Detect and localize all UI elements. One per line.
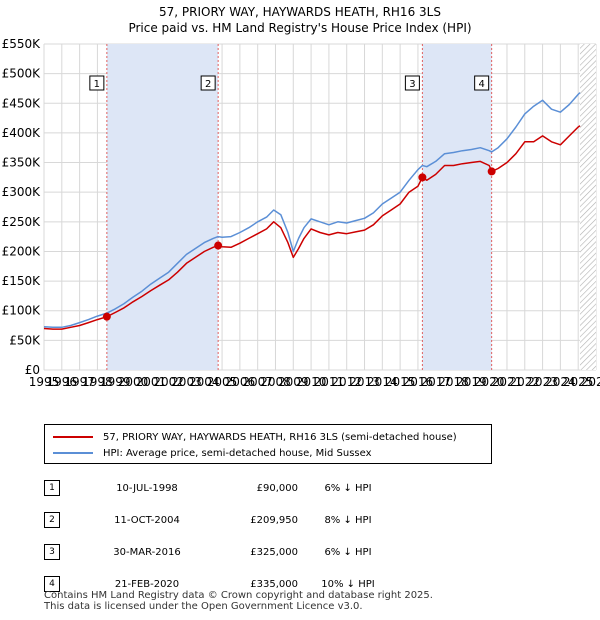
- x-tick-label: 2019: [456, 375, 487, 389]
- legend-hpi-line: [53, 452, 93, 454]
- x-tick-label: 2023: [527, 375, 558, 389]
- sale-price: £325,000: [250, 546, 298, 558]
- x-tick-label: 1999: [100, 375, 131, 389]
- y-tick-label: £50K: [9, 333, 41, 347]
- x-tick-label: 2015: [385, 375, 416, 389]
- sale-number: 1: [44, 472, 92, 504]
- y-tick-label: £300K: [2, 185, 42, 199]
- sale-number-badge: 3: [44, 544, 60, 560]
- x-tick-label: 2016: [403, 375, 434, 389]
- sale-number: 3: [44, 536, 92, 568]
- x-tick-label: 2017: [420, 375, 451, 389]
- x-tick-label: 1997: [64, 375, 95, 389]
- x-tick-label: 1995: [29, 375, 60, 389]
- x-tick-label: 1998: [82, 375, 113, 389]
- x-tick-label: 2000: [118, 375, 149, 389]
- footer-copyright: Contains HM Land Registry data © Crown c…: [44, 590, 433, 601]
- legend-property-line: [53, 436, 93, 438]
- sale-1-label: 1: [94, 79, 100, 90]
- sale-row: 4 21-FEB-2020 £335,000 10% ↓ HPI: [44, 568, 398, 600]
- sale-hpi-delta: 8% ↓ HPI: [324, 514, 372, 526]
- sale-price: £209,950: [250, 514, 298, 526]
- sale-date: 10-JUL-1998: [116, 482, 178, 494]
- sales-table: 1 10-JUL-1998 £90,000 6% ↓ HPI 2 11-OCT-2004 £…: [44, 472, 398, 600]
- x-tick-label: 2025: [563, 375, 594, 389]
- x-tick-label: 2005: [207, 375, 238, 389]
- sale-2-point: [214, 241, 223, 250]
- y-tick-label: £350K: [2, 156, 42, 170]
- sale-row: 2 11-OCT-2004 £209,950 8% ↓ HPI: [44, 504, 398, 536]
- sale-number-badge: 1: [44, 480, 60, 496]
- legend: 57, PRIORY WAY, HAYWARDS HEATH, RH16 3LS…: [44, 424, 492, 464]
- sale-row: 3 30-MAR-2016 £325,000 6% ↓ HPI: [44, 536, 398, 568]
- x-tick-label: 1996: [47, 375, 78, 389]
- sale-3-label-box: [404, 75, 420, 91]
- sale-row: 1 10-JUL-1998 £90,000 6% ↓ HPI: [44, 472, 398, 504]
- x-tick-label: 2022: [510, 375, 541, 389]
- sale-2-label-box: [200, 75, 216, 91]
- y-tick-label: £200K: [2, 244, 42, 258]
- sale-3-label: 3: [409, 79, 415, 90]
- x-tick-label: 2006: [225, 375, 256, 389]
- x-tick-label: 2001: [136, 375, 167, 389]
- ownership-period-shade: [106, 44, 219, 370]
- sale-hpi-delta: 6% ↓ HPI: [324, 482, 372, 494]
- sale-number: 4: [44, 568, 92, 600]
- x-tick-label: 2020: [474, 375, 505, 389]
- x-tick-label: 2024: [545, 375, 576, 389]
- sale-date: 11-OCT-2004: [114, 514, 180, 526]
- x-tick-label: 2007: [242, 375, 273, 389]
- sale-2-label: 2: [205, 79, 211, 90]
- y-tick-label: £0: [25, 363, 40, 377]
- sale-number: 2: [44, 504, 92, 536]
- y-tick-label: £250K: [2, 215, 42, 229]
- footer: Contains HM Land Registry data © Crown c…: [44, 590, 433, 612]
- y-tick-label: £400K: [2, 126, 42, 140]
- sale-4-label: 4: [478, 79, 484, 90]
- x-tick-label: 2011: [314, 375, 345, 389]
- x-tick-label: 2008: [260, 375, 291, 389]
- hpi-line: [43, 92, 581, 329]
- x-tick-label: 2004: [189, 375, 220, 389]
- y-tick-label: £150K: [2, 274, 42, 288]
- x-tick-label: 2026: [581, 375, 600, 389]
- x-tick-label: 2012: [331, 375, 362, 389]
- sale-price: £90,000: [256, 482, 298, 494]
- price-chart: 1 2 3 4 £0 £50K £100K £150K £200K £250K £300K £350…: [2, 37, 600, 389]
- x-tick-label: 2018: [438, 375, 469, 389]
- x-tick-label: 2014: [367, 375, 398, 389]
- sale-hpi-delta: 10% ↓ HPI: [321, 578, 375, 590]
- legend-property-label: 57, PRIORY WAY, HAYWARDS HEATH, RH16 3LS…: [103, 431, 457, 443]
- sale-1-label-box: [89, 75, 105, 91]
- x-tick-label: 2013: [349, 375, 380, 389]
- sale-number-badge: 2: [44, 512, 60, 528]
- sale-1-point: [102, 312, 111, 321]
- y-tick-label: £550K: [2, 37, 42, 51]
- y-tick-label: £500K: [2, 67, 42, 81]
- ownership-period-shade: [422, 44, 492, 370]
- sale-4-label-box: [474, 75, 490, 91]
- sale-date: 21-FEB-2020: [114, 578, 180, 590]
- sale-3-point: [418, 173, 427, 182]
- footer-licence: This data is licensed under the Open Gov…: [44, 601, 363, 612]
- x-tick-label: 2021: [492, 375, 523, 389]
- sale-date: 30-MAR-2016: [113, 546, 181, 558]
- forecast-hatch: [579, 44, 596, 370]
- x-tick-label: 2009: [278, 375, 309, 389]
- legend-item-hpi: HPI: Average price, semi-detached house,…: [53, 446, 372, 460]
- x-tick-label: 2010: [296, 375, 327, 389]
- y-tick-label: £100K: [2, 304, 42, 318]
- legend-hpi-label: HPI: Average price, semi-detached house,…: [103, 447, 372, 459]
- chart-subtitle: Price paid vs. HM Land Registry's House …: [128, 21, 472, 35]
- sale-number-badge: 4: [44, 576, 60, 592]
- sale-hpi-delta: 6% ↓ HPI: [324, 546, 372, 558]
- chart-title: 57, PRIORY WAY, HAYWARDS HEATH, RH16 3LS: [159, 5, 441, 19]
- sale-price: £335,000: [250, 578, 298, 590]
- x-tick-label: 2002: [153, 375, 184, 389]
- legend-item-property: 57, PRIORY WAY, HAYWARDS HEATH, RH16 3LS…: [53, 430, 457, 444]
- sale-4-point: [487, 167, 496, 176]
- y-tick-label: £450K: [2, 96, 42, 110]
- x-tick-label: 2003: [171, 375, 202, 389]
